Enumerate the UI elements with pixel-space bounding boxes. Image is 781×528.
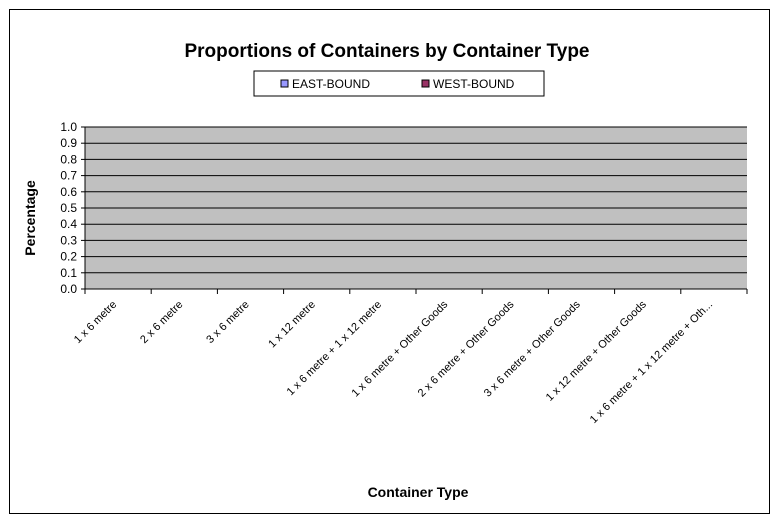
y-tick-label: 0.3 [60, 233, 77, 247]
legend-label: EAST-BOUND [292, 77, 370, 91]
legend-swatch [421, 79, 430, 88]
y-tick-label: 0.9 [60, 136, 77, 150]
x-tick-label: 1 x 12 metre [266, 299, 318, 351]
y-axis-title: Percentage [22, 180, 38, 256]
chart-title: Proportions of Containers by Container T… [184, 41, 589, 62]
y-tick-label: 0.8 [60, 152, 77, 166]
y-tick-label: 0.2 [60, 250, 77, 264]
legend-swatch [280, 79, 289, 88]
chart-svg: Proportions of Containers by Container T… [22, 41, 748, 500]
legend-box [253, 70, 545, 97]
y-tick-label: 1.0 [60, 120, 77, 134]
legend-label: WEST-BOUND [433, 77, 515, 91]
x-axis-title: Container Type [368, 484, 469, 500]
x-tick-label: 1 x 6 metre + 1 x 12 metre + Oth... [588, 299, 715, 426]
x-tick-label: 1 x 6 metre [72, 299, 119, 346]
x-tick-label: 2 x 6 metre [138, 299, 185, 346]
y-tick-label: 0.5 [60, 201, 77, 215]
y-tick-label: 0.4 [60, 217, 77, 231]
y-tick-label: 0.6 [60, 185, 77, 199]
x-tick-label: 3 x 6 metre [204, 299, 251, 346]
y-tick-label: 0.7 [60, 169, 77, 183]
chart-frame: Proportions of Containers by Container T… [9, 9, 770, 514]
y-tick-label: 0.1 [60, 266, 77, 280]
y-tick-label: 0.0 [60, 282, 77, 296]
legend: EAST-BOUND WEST-BOUND [253, 70, 545, 97]
